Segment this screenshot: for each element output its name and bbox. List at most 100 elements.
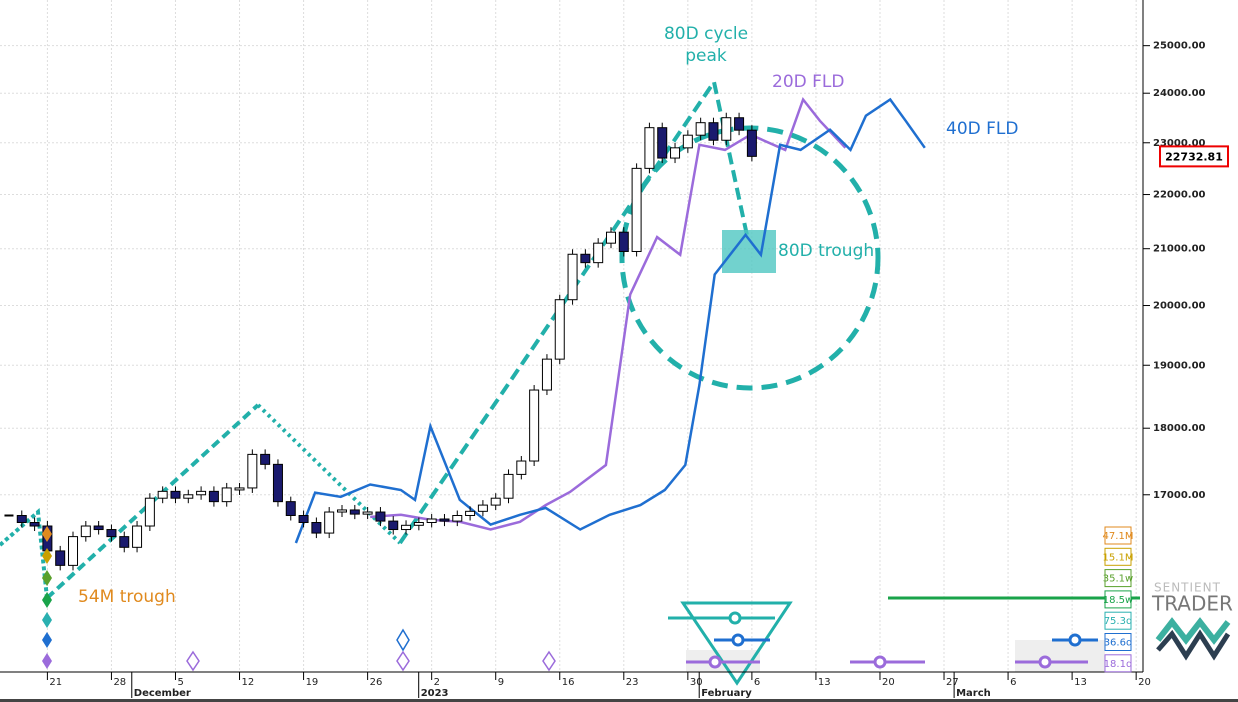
projection-dot — [728, 611, 742, 625]
projection-dot — [1068, 633, 1082, 647]
candle — [734, 117, 745, 131]
candle — [106, 529, 117, 538]
candle — [80, 525, 91, 538]
fld-line — [370, 96, 847, 531]
month-label: March — [956, 688, 991, 699]
diamond — [396, 650, 410, 672]
x-tick-label: 30 — [690, 677, 703, 688]
price-label: 22732.81 — [1165, 150, 1223, 163]
candle — [144, 497, 155, 527]
candle — [260, 453, 271, 465]
candle — [29, 522, 40, 527]
candle — [337, 509, 347, 513]
diamond — [42, 612, 52, 628]
x-tick-label: 26 — [370, 677, 383, 688]
cycle-strength-box — [1104, 590, 1132, 609]
diamond — [396, 628, 410, 652]
cycle-strength-box — [1104, 569, 1132, 588]
diamond — [542, 650, 556, 672]
x-tick-label: 21 — [49, 677, 62, 688]
x-tick-label: 13 — [818, 677, 831, 688]
candle — [477, 504, 488, 512]
candle — [93, 525, 104, 531]
projection-dot — [1038, 655, 1052, 669]
diamond — [42, 632, 52, 648]
annotation: 20D FLD — [772, 72, 844, 92]
candle — [695, 122, 706, 136]
y-tick-label: 20000.00 — [1153, 301, 1206, 312]
axis-panel — [1140, 0, 1238, 702]
candle — [234, 487, 245, 491]
projection-dot — [708, 655, 722, 669]
diamond — [42, 653, 52, 669]
annotation: 80D trough — [778, 241, 874, 261]
cycle-line — [0, 507, 49, 599]
candle — [593, 242, 604, 264]
x-tick-label: 16 — [562, 677, 575, 688]
candle — [503, 473, 514, 499]
candle — [183, 494, 194, 499]
x-tick-label: 20 — [882, 677, 895, 688]
cycle-strength: 15.1M — [1103, 552, 1134, 563]
x-tick-label: 19 — [306, 677, 319, 688]
band — [1015, 640, 1105, 672]
month-label: December — [134, 688, 191, 699]
candle — [272, 463, 283, 503]
diamond — [42, 526, 52, 542]
candle — [605, 231, 616, 244]
price-box — [1159, 145, 1229, 168]
axes: 17000.00 18000.00 19000.00 20000.00 21000.00… — [46, 41, 1229, 699]
projection-dot — [873, 655, 887, 669]
candle — [285, 501, 296, 517]
candle — [657, 127, 668, 159]
candle — [170, 490, 181, 499]
cycle-strength-box — [1104, 654, 1132, 673]
grid — [0, 0, 1143, 672]
candle — [401, 524, 412, 531]
candle — [644, 127, 655, 169]
candle — [196, 490, 207, 496]
x-tick-label: 12 — [242, 677, 255, 688]
diamond — [42, 548, 52, 564]
candle — [529, 389, 540, 462]
annotation: 54M trough — [78, 587, 176, 607]
candle — [541, 358, 552, 391]
candle — [746, 129, 757, 157]
candle — [426, 518, 437, 524]
y-tick-label: 23000.00 — [1153, 138, 1206, 149]
x-tick-label: 9 — [498, 677, 504, 688]
cycle-strength: 47.1M — [1103, 531, 1134, 542]
cycle-line — [256, 403, 402, 545]
candle — [68, 536, 79, 566]
candle — [119, 536, 130, 548]
candle — [362, 511, 373, 515]
phasing — [42, 526, 1140, 686]
plot — [4, 96, 926, 571]
candle — [554, 299, 565, 360]
candle — [16, 515, 27, 524]
cycle-line — [398, 77, 750, 545]
cycle-strength-box — [1104, 611, 1132, 630]
y-tick-label: 18000.00 — [1153, 423, 1206, 434]
cycle-strength: 18.5w — [1103, 595, 1133, 606]
x-tick-label: 2 — [434, 677, 440, 688]
candle — [670, 147, 681, 159]
cycle-strength: 18.1d — [1104, 659, 1133, 670]
cycle-strength-box — [1104, 633, 1132, 651]
cycle-circle — [619, 125, 881, 391]
candle — [132, 525, 143, 548]
annotation: peak — [685, 46, 727, 66]
candle — [349, 509, 360, 515]
cycle-strength-box — [1104, 547, 1132, 566]
y-tick-label: 22000.00 — [1153, 190, 1206, 201]
candle — [298, 515, 309, 524]
trough-box — [722, 230, 776, 273]
projection-dot — [731, 633, 745, 647]
x-tick-label: 27 — [946, 677, 959, 688]
x-tick-label: 6 — [1010, 677, 1016, 688]
candle — [490, 497, 501, 506]
candle — [247, 453, 258, 489]
candle — [413, 522, 424, 526]
